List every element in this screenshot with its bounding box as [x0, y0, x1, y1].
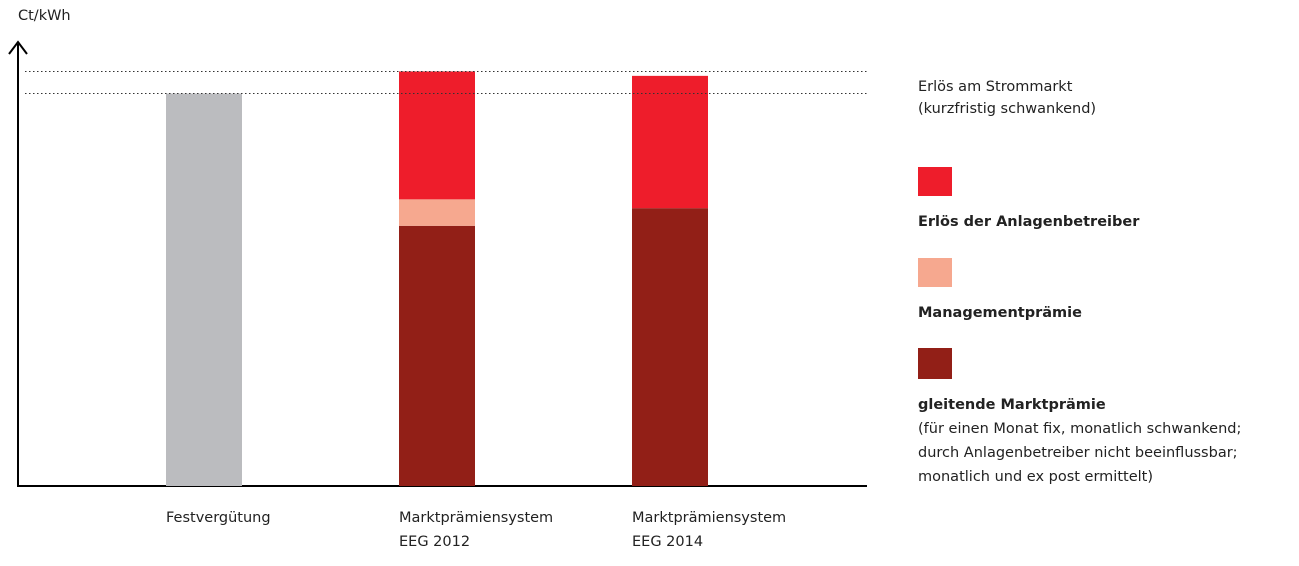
legend-swatch [918, 167, 952, 196]
y-axis-label: Ct/kWh [18, 8, 71, 24]
legend-heading: Erlös der Anlagenbetreiber [918, 214, 1140, 230]
legend-label: Managementprämie [918, 305, 1082, 321]
legend-note: (kurzfristig schwankend) [918, 101, 1097, 117]
bar-segment [399, 71, 475, 200]
legend-swatch [918, 258, 952, 287]
y-axis-arrow [8, 40, 28, 55]
x-tick-label: Festvergütung [166, 510, 271, 526]
legend-swatch [918, 348, 952, 379]
bar-segment [166, 93, 242, 486]
bar-segment [632, 208, 708, 487]
legend-label: Erlös am Strommarkt [918, 79, 1073, 95]
bar-segment [632, 75, 708, 209]
legend-note: (für einen Monat fix, monatlich schwanke… [918, 421, 1242, 485]
bar-segment [399, 199, 475, 226]
legend-label: gleitende Marktprämie [918, 397, 1106, 413]
x-tick-label: Marktprämiensystem EEG 2014 [632, 510, 787, 550]
bar-segment [399, 225, 475, 486]
x-tick-label: Marktprämiensystem EEG 2012 [399, 510, 554, 550]
